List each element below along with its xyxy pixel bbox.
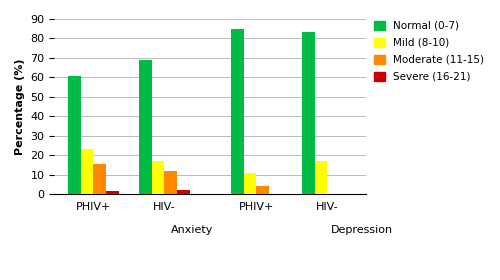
Bar — [177, 190, 190, 194]
Text: Anxiety: Anxiety — [171, 225, 213, 235]
Bar — [139, 60, 152, 194]
Bar — [152, 161, 164, 194]
Legend: Normal (0-7), Mild (8-10), Moderate (11-15), Severe (16-21): Normal (0-7), Mild (8-10), Moderate (11-… — [374, 21, 484, 82]
Bar — [256, 186, 268, 194]
Y-axis label: Percentage (%): Percentage (%) — [15, 59, 25, 155]
Bar — [106, 191, 118, 194]
Bar — [164, 171, 177, 194]
Bar — [244, 173, 256, 194]
Bar — [94, 164, 106, 194]
Bar — [231, 29, 243, 194]
Bar — [302, 32, 314, 194]
Bar — [68, 76, 81, 194]
Bar — [314, 161, 327, 194]
Text: Depression: Depression — [330, 225, 392, 235]
Bar — [81, 150, 94, 194]
